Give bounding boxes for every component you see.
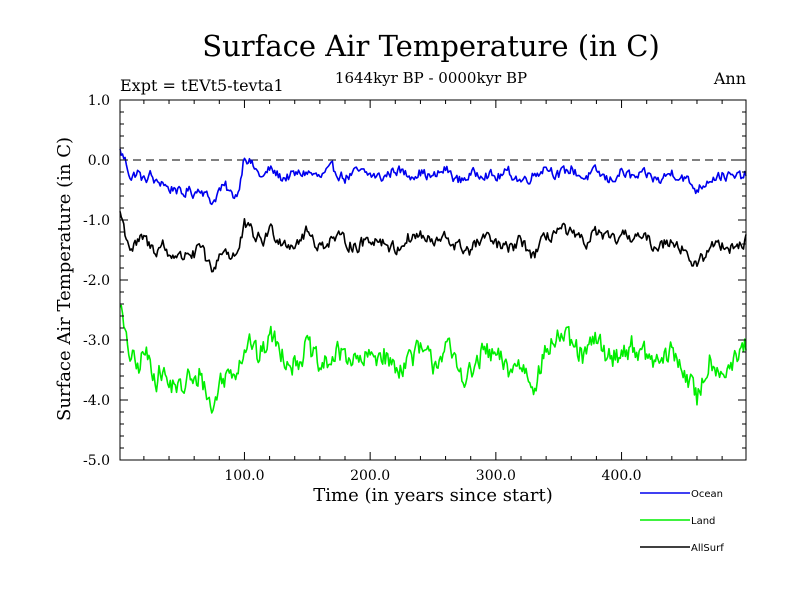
y-tick-label: -1.0 (83, 213, 110, 229)
x-tick-label: 400.0 (602, 468, 642, 484)
y-tick-label: 1.0 (88, 93, 110, 109)
x-tick-label: 200.0 (350, 468, 390, 484)
series-layer (119, 148, 747, 414)
legend-label-land: Land (691, 516, 715, 527)
x-tick-label: 100.0 (224, 468, 264, 484)
season-label: Ann (713, 69, 746, 88)
chart-title: Surface Air Temperature (in C) (202, 29, 660, 63)
y-tick-label: -4.0 (83, 393, 110, 409)
y-axis-label: Surface Air Temperature (in C) (54, 137, 75, 421)
y-tick-label: 0.0 (88, 153, 110, 169)
series-line-land (119, 304, 747, 414)
legend-label-allsurf: AllSurf (691, 543, 724, 554)
series-line-allsurf (119, 211, 747, 273)
y-tick-label: -2.0 (83, 273, 110, 289)
legend: Ocean Land AllSurf (640, 489, 724, 554)
tick-layer: 100.0 200.0 300.0 400.0 1.0 0.0 -1.0 -2.0 -3.0 -4… (83, 93, 746, 484)
x-axis-label: Time (in years since start) (313, 485, 553, 506)
y-tick-label: -3.0 (83, 333, 110, 349)
legend-label-ocean: Ocean (691, 489, 723, 500)
series-line-ocean (119, 148, 747, 206)
chart-subtitle: 1644kyr BP - 0000kyr BP (335, 69, 527, 87)
experiment-label: Expt = tEVt5-tevta1 (120, 76, 284, 95)
y-tick-label: -5.0 (83, 453, 110, 469)
x-tick-label: 300.0 (476, 468, 516, 484)
